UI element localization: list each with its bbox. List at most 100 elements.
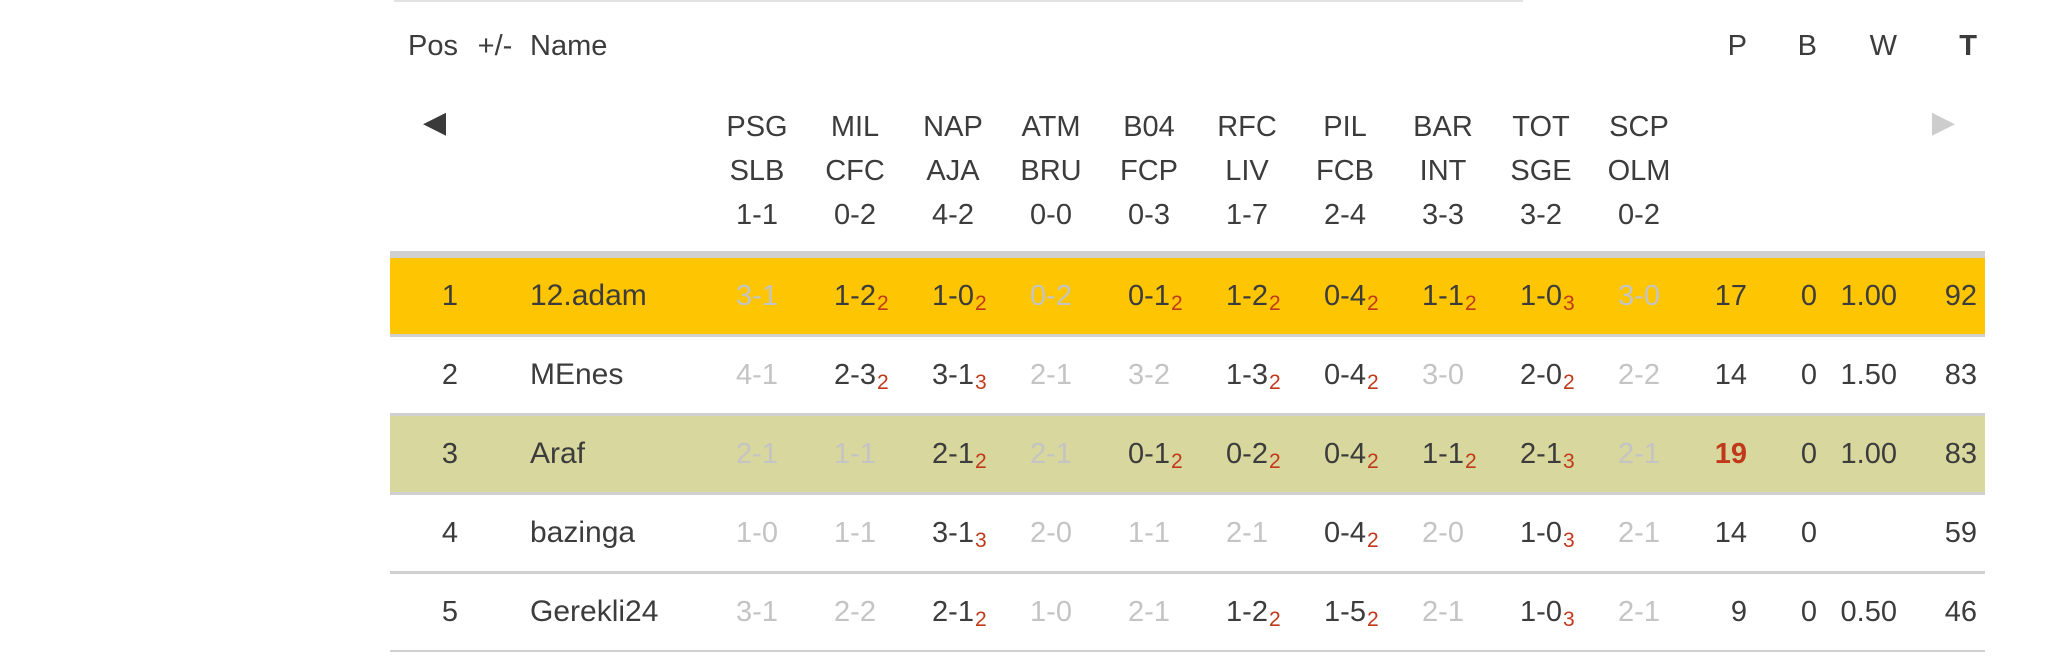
prediction-score: 1-0 (1030, 595, 1072, 628)
prediction-score: 0-4 2 (1324, 279, 1379, 315)
prediction-points: 2 (876, 291, 889, 315)
prediction-score: 2-0 (1422, 516, 1464, 549)
match-result: 3-2 (1520, 199, 1562, 231)
total-points-value: 83 (1944, 358, 1977, 391)
prediction-cell: 1-2 2 (1198, 596, 1296, 630)
match-header-tot-sge: TOT SGE 3-2 (1492, 105, 1590, 251)
prediction-score: 1-1 2 (1422, 437, 1477, 473)
col-header-name: Name (530, 29, 608, 62)
prediction-cell: 1-0 (1002, 596, 1100, 629)
player-name[interactable]: Araf (530, 437, 586, 470)
match-away-team: BRU (1020, 155, 1082, 187)
match-away-team: INT (1419, 155, 1467, 187)
bonus-value: 0 (1800, 595, 1817, 628)
prediction-cell: 1-5 2 (1296, 595, 1394, 631)
match-home-team: RFC (1217, 111, 1277, 143)
prediction-points: 3 (1562, 607, 1575, 631)
standings-row-bazinga: 4 bazinga 1-0 1-1 3-1 3 2-0 1-1 2-1 0-4 2 2-0 1-0 3 2-… (390, 492, 1985, 571)
prediction-cell: 1-2 2 (806, 280, 904, 315)
bonus-value: 0 (1800, 437, 1817, 470)
prediction-score: 2-1 (1226, 516, 1268, 549)
prediction-score: 1-0 (736, 516, 778, 549)
prediction-cell: 1-0 2 (904, 280, 1002, 314)
col-header-winner: W (1869, 29, 1897, 62)
prediction-score: 1-0 3 (1520, 279, 1575, 315)
prediction-cell: 2-0 (1002, 517, 1100, 550)
prediction-points: 2 (1268, 370, 1281, 394)
prediction-cell: 3-1 3 (904, 359, 1002, 393)
player-name[interactable]: Gerekli24 (530, 595, 659, 628)
previous-matchday-icon[interactable]: ◀ (423, 106, 447, 139)
match-header-scp-olm: SCP OLM 0-2 (1590, 105, 1688, 251)
prediction-points: 3 (1562, 528, 1575, 552)
player-name[interactable]: MEnes (530, 358, 624, 391)
match-header-b04-fcp: B04 FCP 0-3 (1100, 105, 1198, 251)
standings-row-12-adam: 1 12.adam 3-1 1-2 2 1-0 2 0-2 0-1 2 1-2 2 0-4 2 1-1 2 1-… (390, 255, 1985, 334)
prediction-points: 2 (1366, 528, 1379, 552)
prediction-score: 3-0 (1422, 358, 1464, 391)
prediction-cell: 2-1 3 (1492, 438, 1590, 472)
prediction-cell: 1-1 (1100, 517, 1198, 550)
table-body: 1 12.adam 3-1 1-2 2 1-0 2 0-2 0-1 2 1-2 2 0-4 2 1-1 2 1-… (390, 255, 1985, 652)
prediction-score: 1-3 2 (1226, 358, 1281, 394)
top-divider (394, 0, 1523, 2)
match-home-team: BAR (1413, 111, 1473, 143)
prediction-cell: 0-4 2 (1296, 438, 1394, 472)
next-matchday-icon[interactable]: ▶ (1931, 106, 1955, 139)
col-header-points: P (1727, 29, 1747, 62)
match-header-psg-slb: PSG SLB 1-1 (708, 105, 806, 251)
player-name[interactable]: 12.adam (530, 279, 647, 312)
prediction-cell: 0-4 2 (1296, 359, 1394, 394)
prediction-score: 0-1 2 (1128, 279, 1183, 315)
prediction-cell: 1-0 3 (1492, 517, 1590, 552)
match-away-team: AJA (926, 155, 980, 187)
prediction-cell: 1-0 (708, 517, 806, 550)
bonus-value: 0 (1800, 358, 1817, 391)
player-name[interactable]: bazinga (530, 516, 636, 549)
prediction-points: 2 (1464, 449, 1477, 473)
total-points-value: 83 (1944, 437, 1977, 470)
match-result: 0-3 (1128, 199, 1170, 231)
standings-row-gerekli24: 5 Gerekli24 3-1 2-2 2-1 2 1-0 2-1 1-2 2 1-5 2 2-1 1-0… (390, 571, 1985, 650)
prediction-cell: 2-1 2 (904, 596, 1002, 630)
prediction-score: 3-1 3 (932, 516, 987, 552)
prediction-cell: 1-1 (806, 517, 904, 550)
match-home-team: MIL (830, 111, 880, 143)
prediction-points: 2 (1366, 607, 1379, 631)
prediction-cell: 3-0 (1394, 359, 1492, 392)
prediction-cell: 0-4 2 (1296, 516, 1394, 552)
matchday-points-value: 17 (1714, 279, 1747, 312)
prediction-cell: 3-1 (708, 280, 806, 313)
prediction-points: 2 (1268, 449, 1281, 473)
prediction-points: 2 (1366, 370, 1379, 394)
match-header-pil-fcb: PIL FCB 2-4 (1296, 105, 1394, 251)
match-result: 0-0 (1030, 199, 1072, 231)
prediction-score: 0-2 (1030, 279, 1072, 312)
col-header-plus-minus: +/- (477, 29, 513, 62)
prediction-cell: 1-3 2 (1198, 358, 1296, 394)
prediction-score: 1-5 2 (1324, 595, 1379, 631)
prediction-cell: 2-1 (1100, 596, 1198, 629)
standings-row-araf: 3 Araf 2-1 1-1 2-1 2 2-1 0-1 2 0-2 2 0-4 2 1-1 2 2-1 3 2-… (390, 413, 1985, 492)
prediction-cell: 2-2 (806, 596, 904, 629)
matchday-points-value: 14 (1714, 516, 1747, 549)
prediction-cell: 3-1 (708, 596, 806, 629)
prediction-cell: 2-0 2 (1492, 359, 1590, 393)
matchday-points-value: 19 (1714, 437, 1747, 470)
prediction-score: 0-4 2 (1324, 516, 1379, 552)
prediction-points: 2 (1170, 449, 1183, 473)
position-value: 1 (441, 279, 458, 312)
matchday-points-value: 14 (1714, 358, 1747, 391)
prediction-cell: 3-0 (1590, 280, 1688, 313)
match-home-team: ATM (1021, 111, 1081, 143)
bonus-value: 0 (1800, 516, 1817, 549)
match-result: 4-2 (932, 199, 974, 231)
match-away-team: FCP (1120, 155, 1178, 187)
match-result: 3-3 (1422, 199, 1464, 231)
prediction-cell: 1-0 3 (1492, 279, 1590, 315)
position-value: 4 (441, 516, 458, 549)
prediction-points: 2 (1170, 291, 1183, 315)
prediction-score: 2-2 (1618, 358, 1660, 391)
prediction-cell: 2-1 (708, 438, 806, 471)
